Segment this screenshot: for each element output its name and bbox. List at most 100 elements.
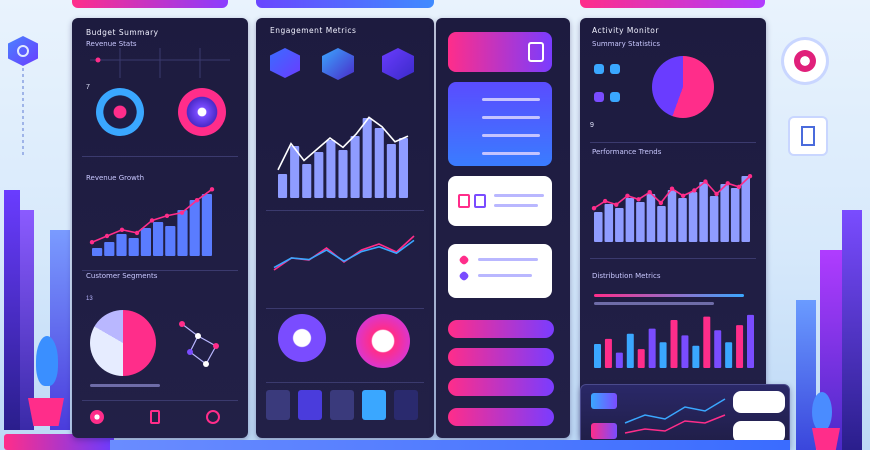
card-line [478,274,532,277]
building-icon [790,118,826,154]
bar [720,184,729,242]
list-line [482,116,540,119]
engagement-line-chart [273,235,415,271]
bar [604,204,614,242]
lock-icon[interactable] [150,410,160,424]
bar [646,194,656,242]
data-point [658,200,664,206]
thumb-tile[interactable] [298,390,322,420]
dashboard-panel-actions [436,18,570,438]
card-line [494,194,544,197]
bar [326,140,336,198]
mini-icon[interactable] [591,393,617,409]
bar [189,200,200,256]
bar [670,320,678,368]
divider [82,156,238,157]
action-pill[interactable] [448,348,554,366]
data-point [736,184,742,190]
section-title: Revenue Growth [86,174,145,182]
desk-book [4,434,114,450]
bar [657,206,666,242]
top-accent-bar [72,0,228,8]
panel-title: Budget Summary [86,28,159,37]
lock-icon [458,194,470,208]
dotted-connector [22,68,24,158]
app-icon-shield[interactable] [322,48,354,80]
status-dot-icon[interactable] [90,410,104,424]
bar [594,344,601,368]
bar [116,234,127,256]
app-icon-bag[interactable] [382,48,414,80]
revenue-growth-chart [89,187,215,256]
action-pill[interactable] [448,408,554,426]
section-title: Distribution Metrics [592,272,661,280]
thumb-tile[interactable] [394,390,418,420]
section-title: Customer Segments [86,272,158,280]
divider [82,400,238,401]
bar [165,226,176,256]
mini-text-card[interactable] [733,421,785,443]
bar [703,316,711,368]
pie-chart [652,56,714,118]
data-point [614,202,619,207]
skyline-decoration [20,210,34,430]
bar [153,222,164,256]
bar [667,190,677,242]
plant-leaves [812,392,832,432]
progress-ring-pink[interactable] [178,88,226,136]
bar [314,152,324,198]
thumb-tile[interactable] [330,390,354,420]
bar [692,345,700,368]
dashboard-panel-engagement: Engagement Metrics [256,18,434,438]
app-icon-profile[interactable] [270,48,300,78]
text-placeholder-line [90,384,160,387]
engagement-bar-chart [277,116,409,198]
donut-chart-pink [356,314,410,368]
data-point [209,187,215,192]
bar [741,176,750,242]
data-point [164,213,170,218]
legend-line [594,302,714,305]
card-header-gradient[interactable] [448,32,552,72]
data-point [602,198,608,204]
data-point [669,186,675,191]
data-point [149,218,155,223]
list-line [482,152,540,155]
action-pill[interactable] [448,378,554,396]
bar [637,349,645,368]
plant-pot [812,428,840,450]
data-point [714,191,719,197]
skyline-decoration [796,300,816,450]
bar [201,194,212,256]
thumb-tile[interactable] [266,390,290,420]
trend-line [277,116,409,171]
dashboard-panel-activity: Activity Monitor Summary Statistics 9 Pe… [580,18,766,438]
settings-icon[interactable] [206,410,220,424]
bar [177,210,188,256]
data-point [625,193,630,198]
card-lock[interactable] [448,176,552,226]
progress-ring-blue[interactable] [96,88,144,136]
data-point [179,210,185,215]
network-graph-icon [179,321,219,367]
mini-text-card[interactable] [733,391,785,413]
bar [338,150,348,198]
bar [278,174,288,198]
metric-square [610,64,620,74]
bar [730,188,740,242]
panel-subtitle: Revenue Stats [86,40,137,48]
bar [615,208,624,242]
hex-inner-icon [17,45,29,57]
data-point [591,206,597,211]
mini-icon[interactable] [591,423,617,439]
bar [350,136,360,198]
plant-pot [28,398,64,426]
action-pill[interactable] [448,320,554,338]
bar [736,325,744,368]
card-line [494,204,538,207]
distribution-bar-chart [594,314,754,368]
bar [714,330,722,368]
thumb-tile[interactable] [362,390,386,420]
data-point [692,188,697,193]
network-sparkline [90,48,230,78]
